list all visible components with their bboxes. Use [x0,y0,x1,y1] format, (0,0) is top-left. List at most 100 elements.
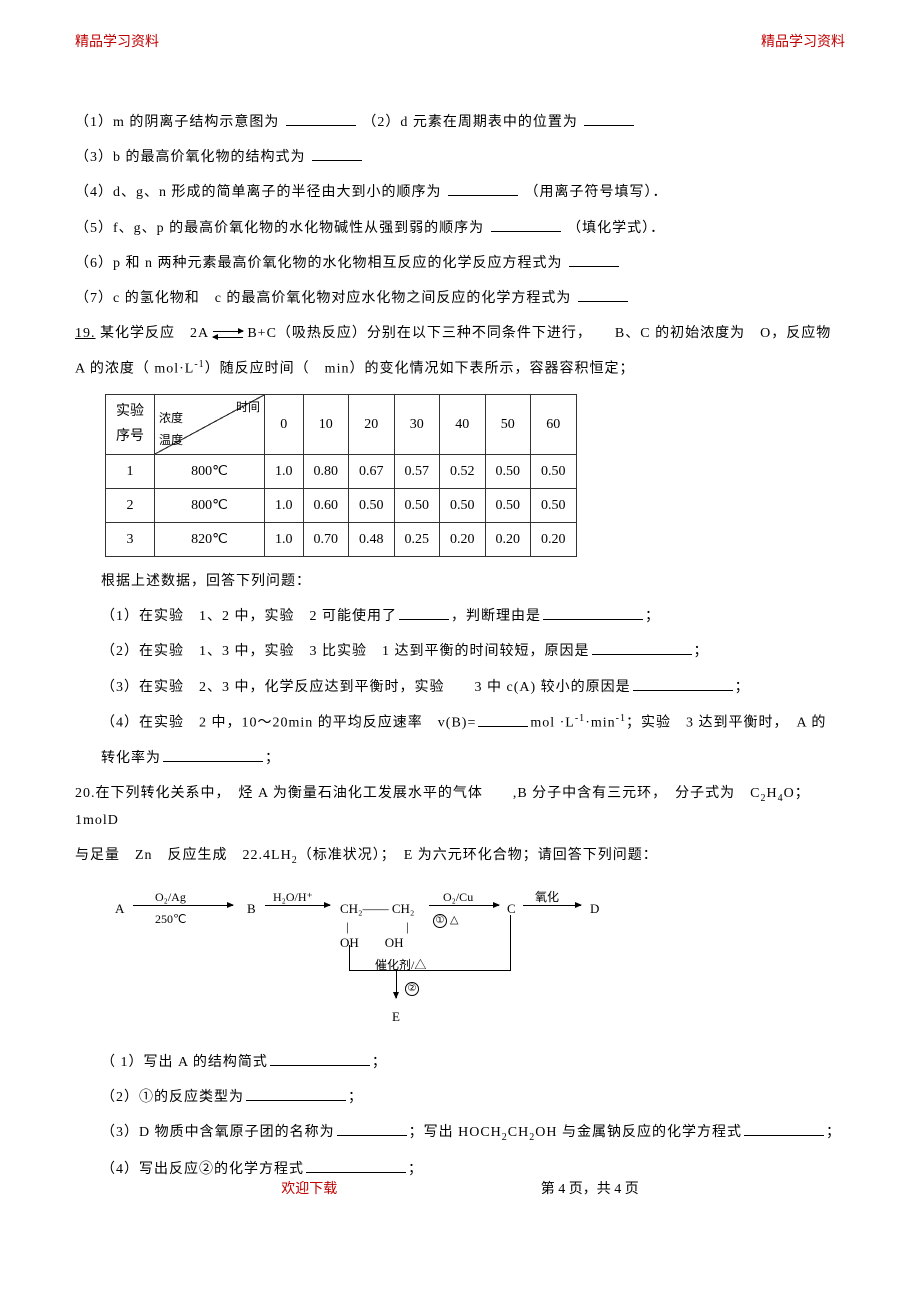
q-pre-3: （4）d、g、n 形成的简单离子的半径由大到小的顺序为 （用离子符号填写）． [75,180,845,205]
text: ； [645,609,660,624]
cell: 1.0 [265,454,304,488]
reaction-diagram: A O₂/Ag 250℃ B H₂O/H⁺ CH₂—— CH₂ | | OH O… [115,885,635,1035]
text: ； [826,1125,841,1140]
blank [633,677,733,691]
experiment-table: 实验 序号 浓度 温度 时间 0 10 20 30 40 50 60 1 800… [105,394,577,557]
blank [337,1122,407,1136]
q19-stem: 19. 某化学反应 2A B+C（吸热反应）分别在以下三种不同条件下进行， B、… [75,321,845,346]
table-row: 2 800℃ 1.0 0.60 0.50 0.50 0.50 0.50 0.50 [106,488,577,522]
arrow-label: O₂/Cu [443,887,473,909]
text: （填化学式）． [567,221,665,236]
blank [569,253,619,267]
node-a: A [115,897,124,920]
col-0: 0 [265,395,304,454]
row-header-label: 实验 序号 [106,395,155,454]
triangle-icon: △ [450,914,458,926]
blank [399,606,449,620]
diag-bottom-label: 浓度 温度 [159,408,183,451]
text: ；实验 3 达到平衡时， A 的 [626,716,826,731]
text: CH [508,1125,529,1140]
blank [163,748,263,762]
cell: 0.50 [394,488,440,522]
q20-sub1: （ 1）写出 A 的结构简式 ； [101,1050,845,1075]
q-pre-2: （3）b 的最高价氧化物的结构式为 [75,145,845,170]
cell: 0.52 [440,454,486,488]
text: ； [735,680,750,695]
blank [578,288,628,302]
header-left: 精品学习资料 [75,30,159,55]
cell: 0.50 [531,488,577,522]
arrow-label: 250℃ [155,909,186,931]
row-temp: 820℃ [155,522,265,556]
cell: 0.70 [303,522,349,556]
blank [592,641,692,655]
cell: 0.80 [303,454,349,488]
text: （3）在实验 2、3 中，化学反应达到平衡时，实验 3 中 c(A) 较小的原因… [101,680,631,695]
text: （3）b 的最高价氧化物的结构式为 [75,150,306,165]
text: B+C（吸热反应）分别在以下三种不同条件下进行， B、C 的初始浓度为 O，反应… [247,326,831,341]
table-row: 3 820℃ 1.0 0.70 0.48 0.25 0.20 0.20 0.20 [106,522,577,556]
text: ； [265,751,280,766]
q19-sub1: （1）在实验 1、2 中，实验 2 可能使用了，判断理由是； [101,604,845,629]
node-e: E [392,1005,400,1028]
table-row: 1 800℃ 1.0 0.80 0.67 0.57 0.52 0.50 0.50 [106,454,577,488]
col-5: 50 [485,395,531,454]
text: （4）d、g、n 形成的简单离子的半径由大到小的顺序为 [75,185,442,200]
text: ； [372,1055,387,1070]
text: ）随反应时间（ min）的变化情况如下表所示，容器容积恒定； [205,362,635,377]
cell: 0.50 [485,454,531,488]
arrow-down-icon [396,970,397,998]
text: ； [694,644,709,659]
blank [312,147,362,161]
footer: 欢迎下载 第 4 页，共 4 页 [0,1177,920,1202]
col-2: 20 [349,395,395,454]
text: ·min [585,716,615,731]
cell: 1.0 [265,488,304,522]
blank [448,182,518,196]
text: 与足量 Zn 反应生成 22.4LH [75,848,292,863]
cell: 0.50 [349,488,395,522]
node-d: D [590,897,599,920]
text: ；写出 HOCH [409,1125,502,1140]
blank [584,112,634,126]
header-right: 精品学习资料 [761,30,845,55]
superscript: -1 [575,713,585,724]
cell: 0.20 [440,522,486,556]
cell: 0.20 [531,522,577,556]
text: ； [408,1162,423,1177]
cell: 0.50 [440,488,486,522]
blank [491,218,561,232]
q20-number: 20. [75,786,96,801]
text: ； [348,1090,363,1105]
superscript: -1 [616,713,626,724]
text: ，判断理由是 [451,609,541,624]
q19-stem-2: A 的浓度（ mol·L-1）随反应时间（ min）的变化情况如下表所示，容器容… [75,356,845,382]
text: （2）在实验 1、3 中，实验 3 比实验 1 达到平衡的时间较短，原因是 [101,644,590,659]
blank [744,1122,824,1136]
cell: 0.57 [394,454,440,488]
cell: 1.0 [265,522,304,556]
node-b: B [247,897,256,920]
text: OH 与金属钠反应的化学方程式 [535,1125,742,1140]
cell: 0.25 [394,522,440,556]
text: （5）f、g、p 的最高价氧化物的水化物碱性从强到弱的顺序为 [75,221,484,236]
text: （用离子符号填写）． [525,185,668,200]
col-4: 40 [440,395,486,454]
blank [286,112,356,126]
text: （ 1）写出 A 的结构简式 [101,1055,268,1070]
text: （4）在实验 2 中，10～20min 的平均反应速率 v(B)= [101,716,476,731]
circle-2-icon: ② [405,982,419,996]
arrow-label: 催化剂/△ [375,955,426,977]
hline-icon [349,970,511,971]
blank [306,1159,406,1173]
formula: CH₂—— CH₂ [340,901,414,916]
text: H [767,786,778,801]
circle-2-label: ② [405,977,419,999]
q20-sub3: （3）D 物质中含氧原子团的名称为；写出 HOCH2CH2OH 与金属钠反应的化… [101,1120,845,1147]
diag-top-label: 时间 [236,397,260,419]
cell: 0.50 [485,488,531,522]
q20-stem: 20.在下列转化关系中， 烃 A 为衡量石油化工发展水平的气体 ,B 分子中含有… [75,781,845,833]
document-body: （1）m 的阴离子结构示意图为 （2）d 元素在周期表中的位置为 （3）b 的最… [75,110,845,1182]
col-1: 10 [303,395,349,454]
q19-sub4: （4）在实验 2 中，10～20min 的平均反应速率 v(B)=mol ·L-… [101,710,845,736]
